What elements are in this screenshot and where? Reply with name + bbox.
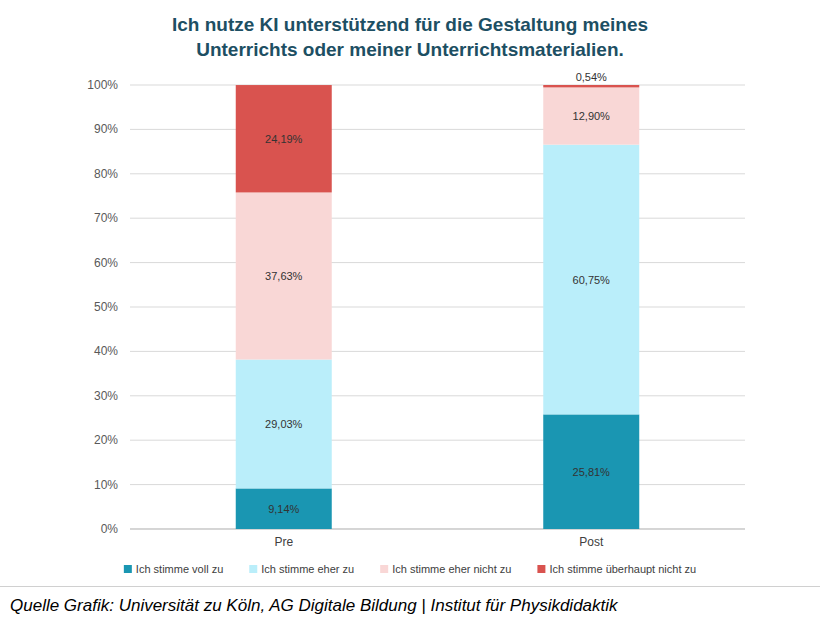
y-tick-label: 10% — [94, 478, 118, 492]
data-label: 37,63% — [265, 270, 303, 282]
grid-line — [130, 395, 745, 396]
x-tick-label: Post — [579, 535, 604, 549]
source-note: Quelle Grafik: Universität zu Köln, AG D… — [10, 596, 618, 616]
x-axis-line — [130, 529, 745, 530]
data-label: 25,81% — [573, 466, 611, 478]
data-label: 9,14% — [268, 503, 299, 515]
bar-segment — [543, 145, 639, 415]
legend-swatch — [537, 565, 545, 573]
legend-swatch — [249, 565, 257, 573]
x-tick-label: Pre — [274, 535, 293, 549]
grid-line — [130, 484, 745, 485]
chart-title: Ich nutze KI unterstützend für die Gesta… — [130, 12, 690, 62]
grid-line — [130, 173, 745, 174]
grid-line — [130, 129, 745, 130]
legend-label: Ich stimme überhaupt nicht zu — [549, 563, 696, 575]
bar-segment — [236, 488, 332, 529]
legend: Ich stimme voll zu Ich stimme eher zu Ich … — [124, 563, 696, 575]
y-tick-label: 0% — [101, 522, 119, 536]
y-tick-label: 100% — [87, 78, 118, 92]
bar-segment — [543, 85, 639, 87]
bar-segment — [236, 360, 332, 489]
legend-label: Ich stimme eher zu — [261, 563, 354, 575]
y-tick-label: 70% — [94, 211, 118, 225]
grid-line — [130, 351, 745, 352]
bar-segment — [543, 87, 639, 144]
grid-line — [130, 85, 745, 86]
y-tick-label: 90% — [94, 122, 118, 136]
y-tick-label: 30% — [94, 389, 118, 403]
bar-segment — [236, 192, 332, 359]
bars — [236, 85, 640, 529]
legend-swatch — [380, 565, 388, 573]
y-tick-label: 80% — [94, 167, 118, 181]
grid-line — [130, 218, 745, 219]
chart: 0% 10% 20% 30% 40% 50% 60% 70% 80% 90% 100% Pre Post… — [0, 0, 820, 635]
grid-line — [130, 262, 745, 263]
legend-swatch — [124, 565, 132, 573]
y-tick-label: 20% — [94, 433, 118, 447]
data-label: 24,19% — [265, 133, 303, 145]
legend-label: Ich stimme voll zu — [136, 563, 223, 575]
separator — [0, 586, 820, 587]
data-label: 0,54% — [576, 71, 607, 83]
bar-segment — [236, 85, 332, 192]
y-tick-label: 50% — [94, 300, 118, 314]
data-label: 29,03% — [265, 418, 303, 430]
y-tick-label: 40% — [94, 344, 118, 358]
data-label: 60,75% — [573, 274, 611, 286]
grid-line — [130, 440, 745, 441]
y-tick-label: 60% — [94, 256, 118, 270]
grid-line — [130, 529, 745, 530]
grid-line — [130, 307, 745, 308]
bar-segment — [543, 414, 639, 529]
data-label: 12,90% — [573, 110, 611, 122]
legend-label: Ich stimme eher nicht zu — [392, 563, 511, 575]
